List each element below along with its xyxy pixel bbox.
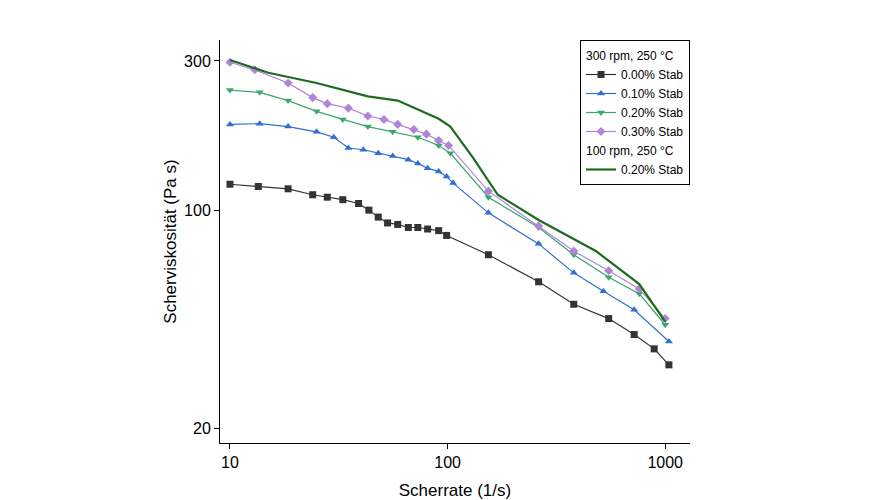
svg-text:0.10% Stab: 0.10% Stab (621, 87, 683, 101)
svg-text:100 rpm, 250 °C: 100 rpm, 250 °C (586, 144, 674, 158)
svg-text:0.00% Stab: 0.00% Stab (621, 68, 683, 82)
svg-text:Scherviskosität (Pa s): Scherviskosität (Pa s) (161, 159, 180, 323)
svg-text:0.20% Stab: 0.20% Stab (621, 106, 683, 120)
svg-text:100: 100 (434, 454, 461, 471)
svg-text:300: 300 (184, 53, 211, 70)
svg-text:0.30% Stab: 0.30% Stab (621, 125, 683, 139)
svg-text:1000: 1000 (647, 454, 683, 471)
svg-text:20: 20 (193, 420, 211, 437)
svg-text:0.20% Stab: 0.20% Stab (621, 163, 683, 177)
svg-text:300 rpm, 250 °C: 300 rpm, 250 °C (586, 49, 674, 63)
svg-text:Scherrate (1/s): Scherrate (1/s) (399, 481, 511, 500)
svg-text:100: 100 (184, 202, 211, 219)
svg-text:10: 10 (221, 454, 239, 471)
